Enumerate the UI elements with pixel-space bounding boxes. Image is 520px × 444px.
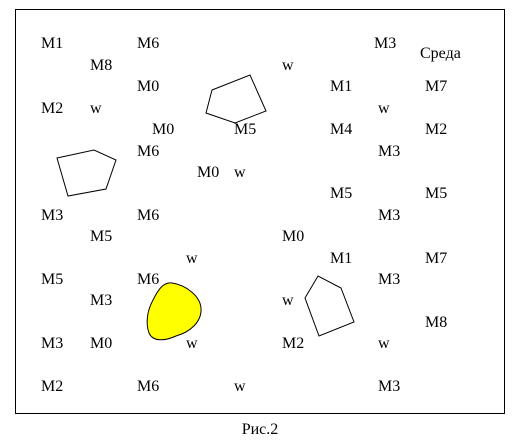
diagram-label: w <box>378 100 390 117</box>
pentagon-left <box>56 149 117 197</box>
diagram-label: M3 <box>90 292 113 309</box>
diagram-label: M3 <box>378 378 401 395</box>
diagram-label: M7 <box>425 78 448 95</box>
diagram-label: M7 <box>425 250 448 267</box>
diagram-label: M3 <box>378 143 401 160</box>
diagram-label: M3 <box>378 207 401 224</box>
diagram-label: M5 <box>41 271 64 288</box>
diagram-label: M5 <box>90 228 113 245</box>
diagram-label: w <box>282 292 294 309</box>
diagram-label: M0 <box>152 121 175 138</box>
pentagon-right <box>304 275 355 337</box>
diagram-label: M1 <box>41 35 64 52</box>
diagram-label: M4 <box>330 121 353 138</box>
diagram-label: M3 <box>374 35 397 52</box>
diagram-label: w <box>282 57 294 74</box>
diagram-label: M6 <box>137 271 160 288</box>
diagram-label: M6 <box>137 143 160 160</box>
diagram-label: M5 <box>234 121 257 138</box>
diagram-label: M2 <box>41 100 64 117</box>
diagram-frame <box>15 9 505 414</box>
diagram-label: M0 <box>137 78 160 95</box>
diagram-label: M0 <box>197 164 220 181</box>
diagram-label: M0 <box>90 335 113 352</box>
diagram-label: M6 <box>137 207 160 224</box>
diagram-label: M6 <box>137 378 160 395</box>
diagram-label: M1 <box>330 250 353 267</box>
diagram-label: M3 <box>41 335 64 352</box>
figure-caption: Рис.2 <box>241 421 279 438</box>
diagram-label: w <box>186 250 198 267</box>
diagram-label: M5 <box>330 185 353 202</box>
diagram-label: M6 <box>137 35 160 52</box>
diagram-label: w <box>378 335 390 352</box>
diagram-label: w <box>90 100 102 117</box>
diagram-label: M0 <box>282 228 305 245</box>
yellow-blob <box>146 282 202 341</box>
diagram-label: w <box>234 164 246 181</box>
diagram-label: M2 <box>282 335 305 352</box>
diagram-label: M2 <box>425 121 448 138</box>
diagram-label: w <box>186 335 198 352</box>
diagram-label: M2 <box>41 378 64 395</box>
diagram-label: M5 <box>425 185 448 202</box>
diagram-label: M8 <box>425 314 448 331</box>
diagram-label: M1 <box>330 78 353 95</box>
diagram-label: M3 <box>41 207 64 224</box>
diagram-label: M3 <box>378 271 401 288</box>
legend-sreda: Среда <box>420 45 461 62</box>
pentagon-top <box>205 74 267 124</box>
diagram-label: M8 <box>90 57 113 74</box>
diagram-label: w <box>234 378 246 395</box>
